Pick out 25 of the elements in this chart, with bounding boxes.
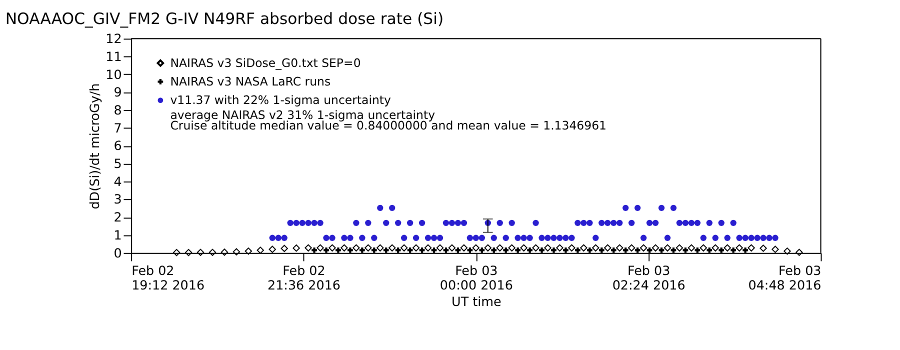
x-tick-label: Feb 03 04:48 2016 [748, 262, 822, 293]
x-tick-label: Feb 02 19:12 2016 [132, 262, 205, 293]
legend-label: NAIRAS v3 NASA LaRC runs [170, 74, 331, 89]
y-tick-label: 10 [106, 66, 122, 82]
legend-label: NAIRAS v3 SiDose_G0.txt SEP=0 [170, 56, 361, 70]
y-axis-title: dD(Si)/dt microGy/h [86, 83, 102, 210]
legend-label: v11.37 with 22% 1-sigma uncertainty [170, 93, 391, 108]
x-tick-label: Feb 02 21:36 2016 [268, 262, 340, 293]
y-tick-label: 0 [114, 245, 122, 260]
y-tick-label: 5 [114, 156, 122, 172]
x-tick-label: Feb 03 02:24 2016 [612, 262, 686, 293]
y-tick-label: 1 [114, 227, 122, 242]
y-tick-label: 6 [114, 138, 122, 154]
annotation: average NAIRAS v2 31% 1-sigma uncertainty [170, 108, 436, 122]
y-tick-label: 11 [106, 48, 122, 64]
y-tick-label: 8 [114, 102, 122, 118]
y-tick-label: 9 [114, 84, 122, 100]
x-axis-title: UT time [452, 294, 502, 310]
y-tick-label: 7 [114, 120, 122, 136]
y-tick-label: 12 [106, 31, 122, 46]
x-tick-label: Feb 03 00:00 2016 [440, 262, 513, 293]
y-tick-label: 3 [114, 192, 122, 207]
y-tick-label: 4 [114, 174, 122, 189]
y-tick-label: 2 [114, 210, 122, 225]
chart-title: NOAAAOC_GIV_FM2 G-IV N49RF absorbed dose rate (Si) [5, 8, 444, 28]
